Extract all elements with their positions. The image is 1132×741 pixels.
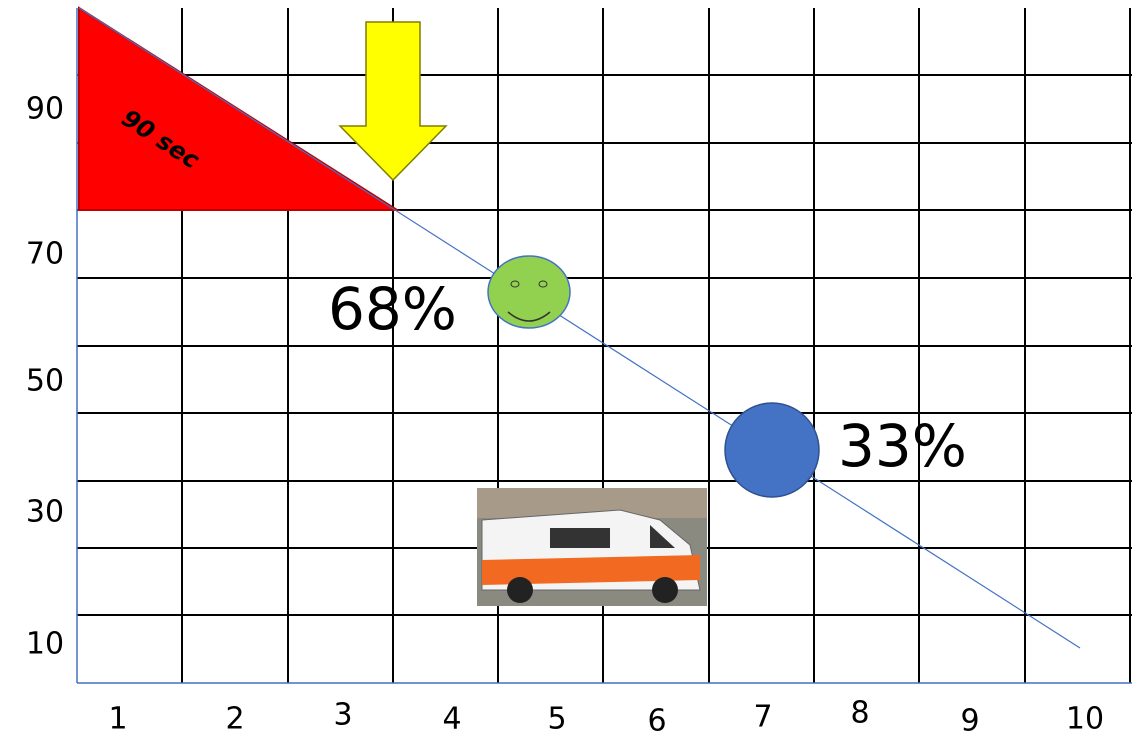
wheel <box>507 577 533 603</box>
y-label: 70 <box>26 237 64 272</box>
x-label: 3 <box>333 698 352 733</box>
y-label: 90 <box>26 92 64 127</box>
x-label: 9 <box>960 704 979 739</box>
x-label: 6 <box>647 704 666 739</box>
x-label: 10 <box>1066 702 1104 737</box>
y-label: 50 <box>26 364 64 399</box>
x-label: 5 <box>547 702 566 737</box>
x-label: 4 <box>442 702 461 737</box>
wheel <box>652 577 678 603</box>
page: 90 sec 68% 33% 907050301012345678910 (()… <box>0 0 1132 741</box>
yellow-arrow <box>340 22 446 180</box>
y-label: 10 <box>26 627 64 662</box>
y-label: 30 <box>26 495 64 530</box>
ambulance-image <box>477 488 707 606</box>
percent-annotation: 68% <box>328 275 457 343</box>
x-label: 2 <box>225 702 244 737</box>
x-label: 1 <box>108 702 127 737</box>
smiley-face <box>488 256 570 328</box>
x-label: 7 <box>753 700 772 735</box>
percent-annotation: 33% <box>838 412 967 480</box>
x-label: 8 <box>850 696 869 731</box>
van-window <box>550 528 610 548</box>
diagram: 90 sec 68% 33% 907050301012345678910 <box>0 0 1132 741</box>
blue-circle <box>725 403 819 497</box>
